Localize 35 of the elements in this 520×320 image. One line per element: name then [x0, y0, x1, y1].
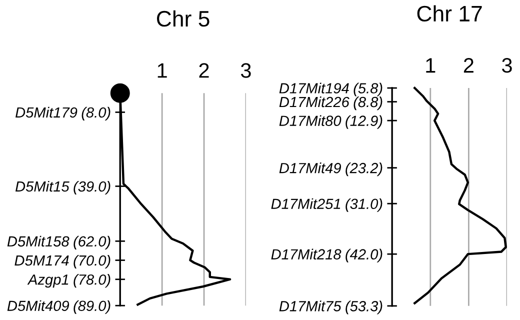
y-tick-label: (8.8): [354, 96, 382, 110]
y-tick-label: (39.0): [74, 180, 110, 195]
x-tick-label: 1: [158, 63, 167, 78]
text: D17Mit218: [271, 248, 342, 260]
text: D17Mit251: [271, 198, 340, 210]
text: D17Mit49: [279, 162, 342, 174]
text: D17Mit226: [279, 96, 350, 108]
y-tick-label: (53.3): [346, 300, 382, 314]
x-tick-label: 2: [199, 63, 209, 78]
y-tick-label: (23.2): [346, 162, 382, 176]
text: D5Mit15: [15, 180, 70, 192]
y-tick-label: (62.0): [74, 236, 110, 250]
y-tick-label: (78.0): [74, 274, 110, 288]
y-tick-label: (8.0): [82, 106, 110, 121]
text: D5Mit409: [7, 300, 70, 312]
chart-title: Chr 5: [157, 10, 210, 27]
y-tick-label: (42.0): [346, 248, 382, 262]
x-tick-label: 3: [502, 58, 512, 73]
line-series: [414, 86, 507, 304]
text: D17Mit194: [279, 82, 349, 94]
chart-title: Chr 17: [417, 5, 482, 22]
text: D5M174: [14, 255, 69, 266]
y-tick-label: (5.8): [354, 82, 382, 96]
x-tick-label: 2: [464, 58, 474, 73]
text: Azgp1: [27, 274, 68, 288]
y-tick-label: (12.9): [346, 115, 382, 129]
text: D5Mit158: [7, 236, 70, 247]
text: D5Mit179: [16, 106, 78, 118]
y-tick-label: (31.0): [346, 198, 382, 212]
text: D17Mit75: [279, 300, 342, 312]
text: D17Mit80: [279, 115, 342, 126]
x-tick-label: 3: [240, 63, 251, 78]
y-tick-label: (70.0): [74, 254, 110, 269]
y-tick-label: (89.0): [74, 300, 110, 314]
x-tick-label: 1: [426, 58, 436, 73]
